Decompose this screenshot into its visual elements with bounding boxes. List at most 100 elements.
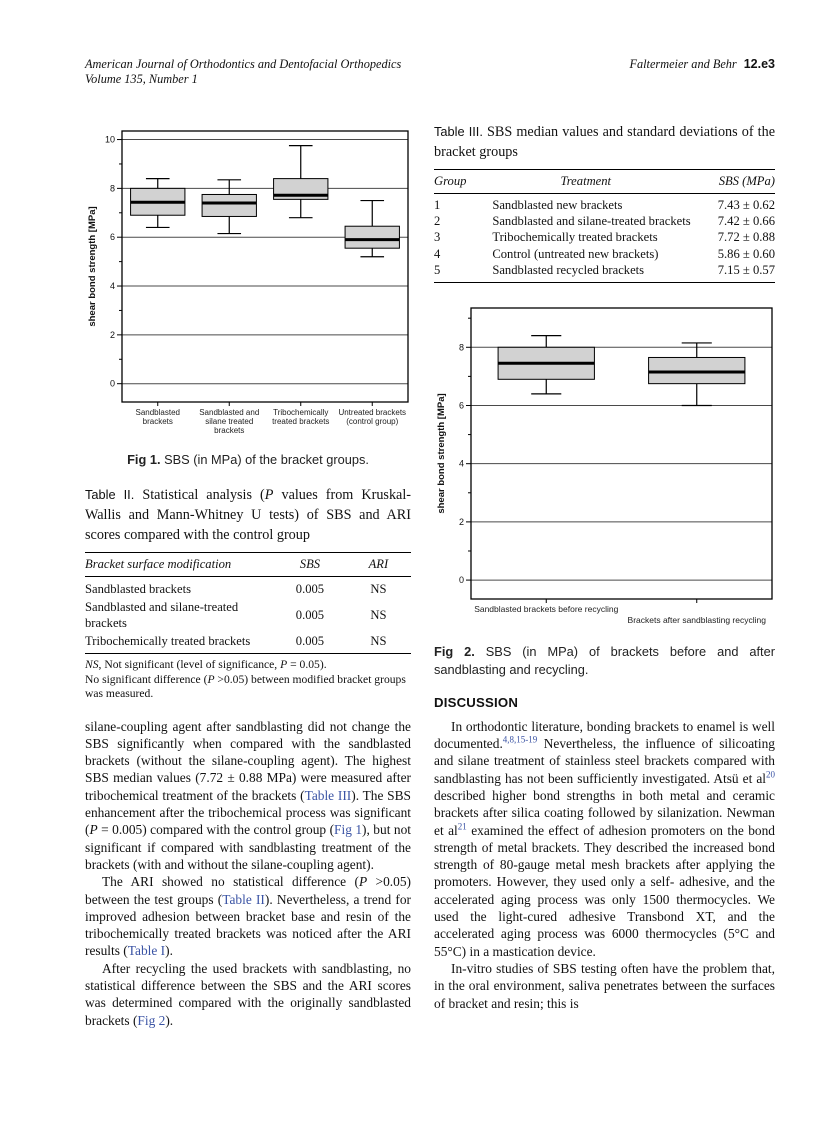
svg-text:shear bond strength [MPa]: shear bond strength [MPa] [87,206,98,326]
table-row: 3 Tribochemically treated brackets 7.72 ± … [434,230,775,246]
text-segment: ). [165,1012,174,1028]
text-segment: P [207,672,215,686]
table-cell: NS [370,607,387,622]
svg-text:8: 8 [110,183,115,193]
svg-text:4: 4 [459,458,464,468]
svg-text:Sandblasted and: Sandblasted and [199,408,259,417]
text-segment: >0.05) between modified bracket groups w… [85,672,406,701]
text-segment: No significant difference ( [85,672,208,686]
journal-title: American Journal of Orthodontics and Den… [85,57,402,71]
text-segment: ), but not significant if compared with … [85,822,411,872]
column-header: SBS [299,557,321,571]
right-column: Table III. SBS median values and standar… [434,118,775,1012]
fig1-boxplot-chart: 0 2 4 6 8 10 shear bond strength [MPa] Sandblas… [87,130,409,435]
text-segment: described higher bond strengths in both … [434,787,775,838]
svg-text:Sandblasted brackets before re: Sandblasted brackets before recycling [474,604,618,614]
table-2-title: Table II. Statistical analysis (P values… [85,485,411,545]
running-header: American Journal of Orthodontics and Den… [85,57,775,87]
svg-text:10: 10 [105,135,115,145]
table-2-footnote-2: No significant difference (P >0.05) betw… [85,673,411,702]
paragraph: After recycling the used brackets with s… [85,960,411,1029]
table-row: Sandblasted brackets 0.005 NS [85,577,411,599]
text-segment: P [264,487,274,503]
text-segment: = 0.05). [287,658,327,672]
fig1-caption-label: Fig 1. [127,452,161,467]
text-segment: = 0.005) compared with the control group… [97,822,335,838]
text-segment: >0.05) between the test groups ( [85,874,411,907]
svg-text:treated brackets: treated brackets [272,417,329,426]
paragraph: The ARI showed no statistical difference… [85,873,411,959]
fig1-caption: Fig 1. SBS (in MPa) of the bracket group… [85,451,411,469]
table-cell: 7.43 ± 0.62 [717,198,775,212]
table-row: 1 Sandblasted new brackets 7.43 ± 0.62 [434,194,775,214]
citation-link[interactable]: 21 [457,821,467,832]
table-row: Tribochemically treated brackets 0.005 NS [85,632,411,654]
table-cell: 1 [434,198,441,212]
paragraph: silane-coupling agent after sandblasting… [85,718,411,874]
svg-text:brackets: brackets [143,417,173,426]
fig2-boxplot-chart: 0 2 4 6 8 shear bond strength [MPa] Sandblaste… [436,307,773,625]
discussion-heading: DISCUSSION [434,694,519,710]
table-cell: 7.15 ± 0.57 [717,262,775,277]
running-head-right: Faltermeier and Behr 12.e3 [629,57,775,87]
table-3: Group Treatment SBS (MPa) 1 Sandblasted new… [434,169,775,283]
text-segment: ). Nevertheless, a trend for improved ad… [85,891,411,959]
table-2-footnote-1: NS, Not significant (level of significan… [85,658,411,672]
text-segment: The ARI showed no statistical difference… [102,874,359,890]
svg-text:0: 0 [459,575,464,585]
table-2-label: Table II. [85,487,135,502]
table-2-footnotes: NS, Not significant (level of significan… [85,658,411,701]
table-cell: Sandblasted and silane-treated brackets [492,214,691,229]
table-2: Bracket surface modification SBS ARI Sandb… [85,552,411,654]
column-header: Bracket surface modification [85,557,232,571]
svg-text:6: 6 [110,232,115,242]
svg-text:2: 2 [459,517,464,527]
svg-text:6: 6 [459,400,464,410]
column-header: SBS (MPa) [718,174,775,188]
table-3-title: Table III. SBS median values and standar… [434,122,775,162]
cross-reference-link[interactable]: Fig 2 [137,1012,166,1028]
svg-text:Tribochemically: Tribochemically [273,408,328,417]
column-header: ARI [368,557,389,571]
cross-reference-link[interactable]: Table II [222,891,265,907]
table-cell: 4 [434,246,441,261]
table-cell: NS [370,633,387,648]
fig2-caption-label: Fig 2. [434,643,475,659]
svg-text:0: 0 [110,379,115,389]
text-segment: Nevertheless, the influence of silicoati… [434,736,775,786]
table-header-row: Bracket surface modification SBS ARI [85,552,411,577]
table-cell: 7.72 ± 0.88 [717,230,775,245]
citation-link[interactable]: 20 [766,769,775,780]
text-segment: P [358,874,368,890]
discussion-body-text: In orthodontic literature, bonding brack… [434,718,775,1012]
table-3-label: Table III. [434,124,483,139]
journal-volume: Volume 135, Number 1 [85,72,198,86]
cross-reference-link[interactable]: Fig 1 [334,822,363,838]
svg-text:(control group): (control group) [346,417,398,426]
journal-info: American Journal of Orthodontics and Den… [85,57,401,87]
cross-reference-link[interactable]: Table III [304,787,352,803]
svg-text:brackets: brackets [214,426,244,435]
table-2-title-text: Statistical analysis (P values from Krus… [85,487,411,543]
text-segment: P [280,658,288,672]
text-segment: examined the effect of adhesion promoter… [434,822,775,959]
table-cell: 5.86 ± 0.60 [717,246,775,261]
text-segment: After recycling the used brackets with s… [85,960,411,1028]
text-segment: NS [85,658,99,672]
svg-text:Brackets after sandblasting re: Brackets after sandblasting recycling [628,615,767,625]
citation-link[interactable]: 4,8,15-19 [502,734,538,745]
column-header: Group [434,174,467,188]
table-cell: NS [370,582,387,596]
table-cell: 7.42 ± 0.66 [717,214,775,229]
table-2-block: Table II. Statistical analysis (P values… [85,485,411,702]
cross-reference-link[interactable]: Table I [127,943,166,959]
text-segment: In orthodontic literature, bonding brack… [434,718,775,752]
text-segment: P [89,822,98,838]
text-segment: Statistical analysis ( [142,487,265,503]
text-segment: values from Kruskal-Wallis and Mann-Whit… [85,487,411,543]
table-cell: 2 [434,214,441,229]
table-cell: 0.005 [295,582,325,596]
text-segment: , Not significant (level of significance… [98,658,281,672]
table-cell: Control (untreated new brackets) [492,246,659,261]
